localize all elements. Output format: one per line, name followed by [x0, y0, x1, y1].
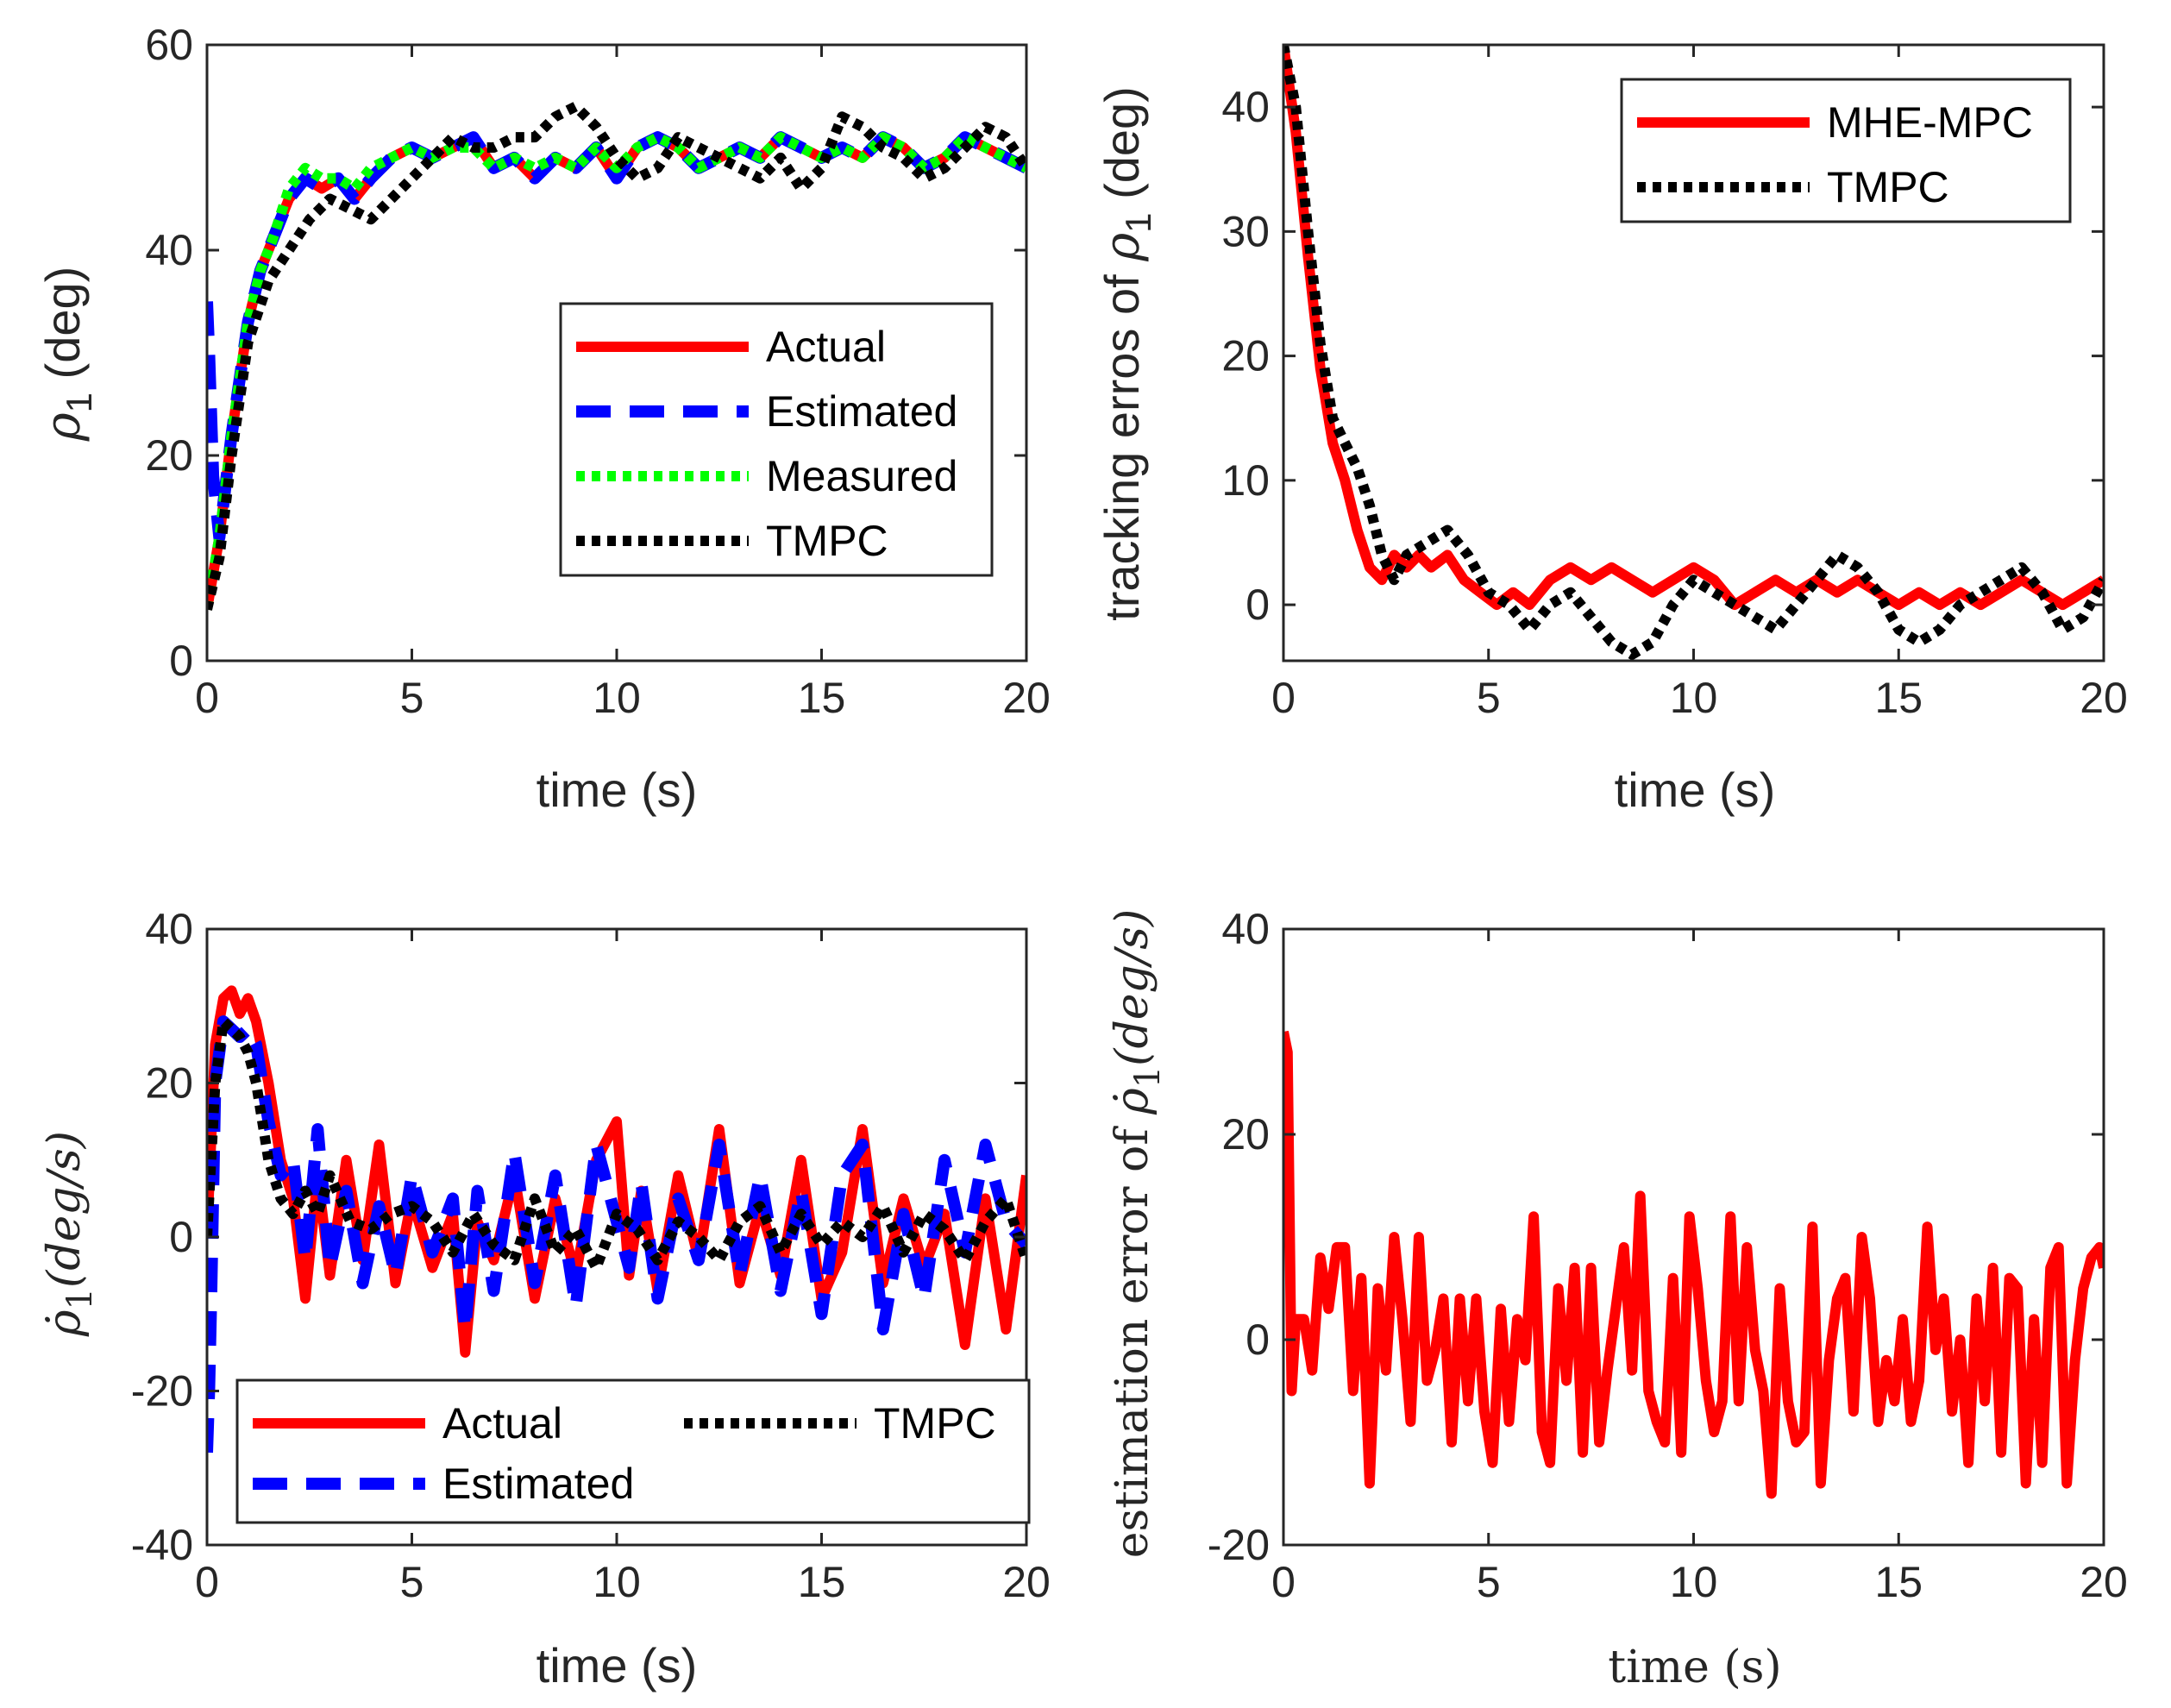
x-tick-label: 0 — [1271, 674, 1296, 722]
y-tick-label: 10 — [1221, 456, 1270, 505]
legend-label: Estimated — [766, 387, 957, 436]
y-tick-label: 0 — [169, 1213, 193, 1261]
series-line-mhe-mpc — [1283, 45, 2104, 611]
legend-label: Measured — [766, 452, 957, 500]
x-tick-label: 20 — [2080, 674, 2128, 722]
legend-box — [1620, 78, 2072, 223]
legend: MHE-MPC TMPC — [1620, 78, 2072, 223]
series-line-tmpc — [1283, 45, 2104, 660]
legend-label: Estimated — [442, 1460, 634, 1508]
legend-label: TMPC — [874, 1399, 996, 1447]
y-tick-label: 20 — [1221, 1110, 1270, 1159]
legend-label: MHE-MPC — [1827, 98, 2033, 147]
x-tick-label: 5 — [1477, 674, 1501, 722]
y-tick-label: 40 — [145, 226, 193, 274]
y-tick-label: 20 — [145, 1059, 193, 1108]
x-tick-label: 15 — [1874, 674, 1923, 722]
legend: Actual Estimated TMPC — [235, 1378, 1031, 1524]
legend-label: Actual — [442, 1399, 562, 1447]
x-tick-label: 20 — [1002, 674, 1051, 722]
x-axis-label: time (s) — [536, 763, 698, 817]
y-tick-label: 40 — [145, 905, 193, 953]
legend-box — [235, 1378, 1031, 1524]
y-tick-label: 0 — [1246, 1316, 1270, 1364]
y-tick-label: 30 — [1221, 207, 1270, 255]
x-axis-label: time (s) — [536, 1638, 698, 1692]
y-tick-label: 0 — [169, 637, 193, 685]
series-line-estimation-error — [1283, 1030, 2104, 1499]
y-tick-label: -40 — [131, 1521, 193, 1569]
x-tick-label: 5 — [400, 1558, 424, 1606]
legend: Actual Estimated Measured TMPC — [559, 302, 994, 577]
y-tick-label: 0 — [1246, 581, 1270, 629]
y-tick-label: -20 — [131, 1367, 193, 1416]
legend-label: TMPC — [1827, 163, 1949, 211]
y-tick-label: 40 — [1221, 83, 1270, 131]
y-tick-label: 60 — [145, 21, 193, 69]
x-tick-label: 15 — [1874, 1558, 1923, 1606]
x-tick-label: 5 — [1477, 1558, 1501, 1606]
x-tick-label: 0 — [195, 674, 219, 722]
x-tick-label: 10 — [593, 674, 641, 722]
x-tick-label: 15 — [798, 674, 846, 722]
plot-rho1: 0 5 10 15 20 0 20 40 60 time (s) ρ1 (deg) Actual… — [35, 21, 1051, 817]
x-tick-label: 10 — [1670, 1558, 1718, 1606]
y-axis-label: tracking erros of ρ1 (deg) — [1095, 86, 1158, 621]
y-axis-label: ρ1 (deg) — [35, 267, 99, 443]
x-tick-label: 5 — [400, 674, 424, 722]
x-tick-label: 15 — [798, 1558, 846, 1606]
x-tick-label: 10 — [593, 1558, 641, 1606]
x-tick-label: 20 — [2080, 1558, 2128, 1606]
y-axis-label: estimation error of ρ̇1(deg/s) — [1107, 909, 1168, 1559]
x-tick-label: 20 — [1002, 1558, 1051, 1606]
y-axis-label: ρ̇1(deg/s) — [39, 1131, 100, 1337]
x-tick-label: 10 — [1670, 674, 1718, 722]
x-axis-label: time (s) — [1615, 763, 1776, 817]
plot-tracking-error: 0 5 10 15 20 0 10 20 30 40 time (s) tracking erro… — [1095, 43, 2128, 817]
legend-label: TMPC — [766, 517, 888, 565]
series-line-estimated — [207, 1015, 1026, 1454]
series-line-tmpc — [207, 1016, 1026, 1273]
y-tick-label: 40 — [1221, 905, 1270, 953]
y-tick-label: 20 — [1221, 332, 1270, 380]
y-tick-label: -20 — [1208, 1521, 1270, 1569]
x-tick-label: 0 — [195, 1558, 219, 1606]
x-axis-label: time (s) — [1608, 1642, 1781, 1693]
legend-label: Actual — [766, 323, 886, 371]
x-tick-label: 0 — [1271, 1558, 1296, 1606]
y-tick-label: 20 — [145, 431, 193, 480]
